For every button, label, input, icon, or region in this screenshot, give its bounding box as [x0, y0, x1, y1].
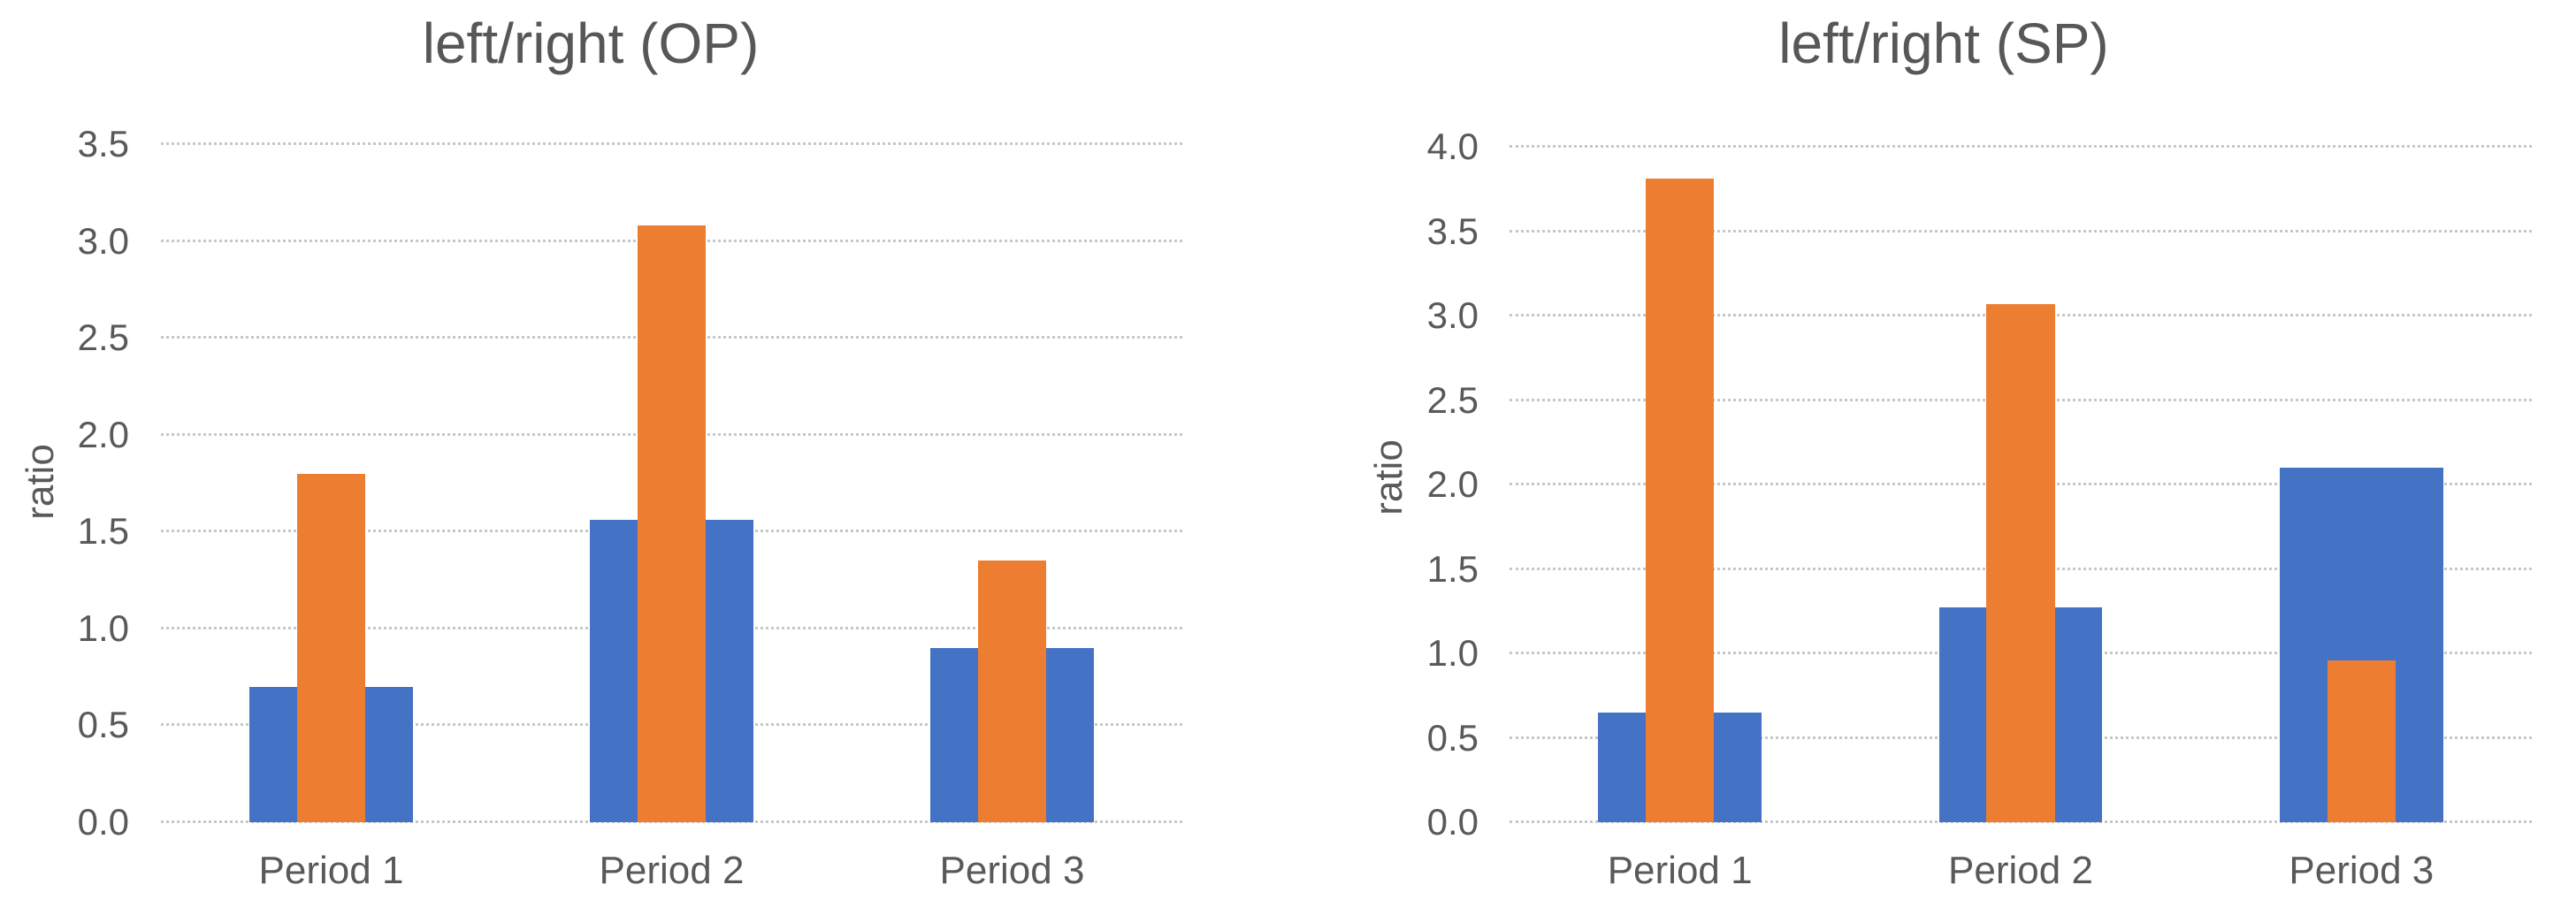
category-label: Period 3	[2289, 849, 2435, 892]
category-label: Period 3	[939, 849, 1085, 892]
y-tick-label: 1.0	[77, 606, 129, 649]
y-tick-label: 0.0	[77, 801, 129, 843]
bar-orange-narrow-p2	[638, 225, 706, 822]
y-tick-label: 4.0	[1426, 126, 1479, 167]
y-tick-label: 3.0	[77, 219, 129, 262]
y-tick-label: 2.0	[77, 413, 129, 455]
bar-orange-narrow-p3	[2327, 660, 2396, 822]
gridline	[1510, 145, 2532, 148]
y-tick-label: 2.0	[1426, 463, 1479, 505]
y-tick-label: 3.5	[77, 123, 129, 164]
category-label: Period 1	[258, 849, 404, 892]
y-tick-label: 2.5	[77, 317, 129, 359]
bar-orange-narrow-p3	[978, 561, 1046, 822]
category-label: Period 1	[1607, 849, 1753, 892]
category-label: Period 2	[599, 849, 745, 892]
y-tick-label: 0.5	[1426, 716, 1479, 759]
y-tick-label: 1.0	[1426, 632, 1479, 674]
category-label: Period 2	[1948, 849, 2093, 892]
bar-orange-narrow-p1	[297, 473, 365, 822]
y-tick-label: 3.0	[1426, 294, 1479, 336]
y-tick-label: 0.0	[1426, 801, 1479, 843]
y-tick-label: 3.5	[1426, 210, 1479, 252]
y-tick-label: 2.5	[1426, 378, 1479, 421]
y-tick-label: 1.5	[1426, 547, 1479, 590]
bar-orange-narrow-p1	[1646, 179, 1715, 822]
chart-title: left/right (OP)	[422, 11, 760, 75]
chart-title: left/right (SP)	[1778, 11, 2109, 75]
gridline	[161, 142, 1182, 145]
bar-orange-narrow-p2	[1986, 303, 2055, 822]
y-tick-label: 1.5	[77, 510, 129, 553]
gridline	[1510, 229, 2532, 233]
y-tick-label: 0.5	[77, 704, 129, 746]
